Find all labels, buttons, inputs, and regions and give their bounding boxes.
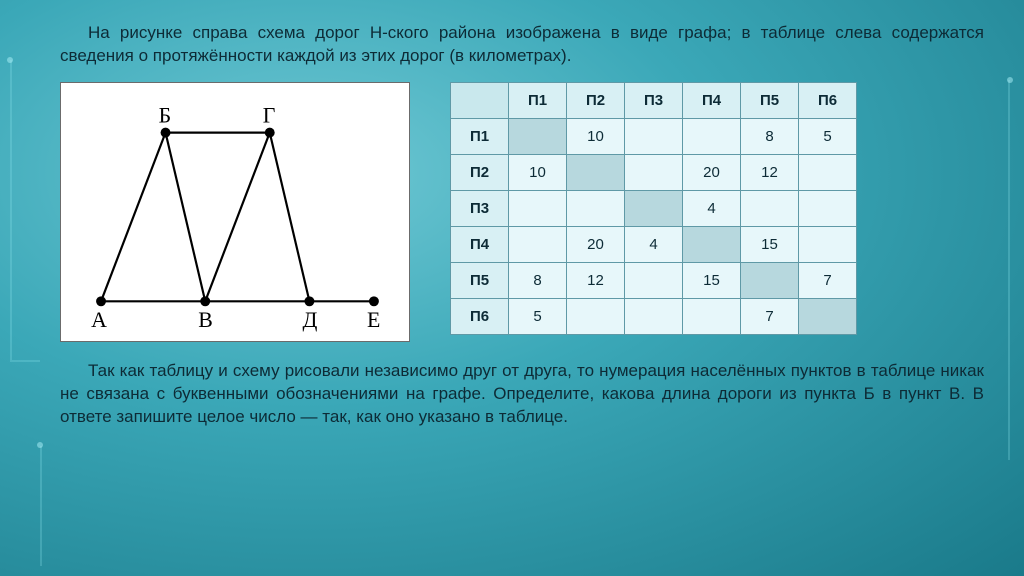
table-cell [567, 154, 625, 190]
table-cell [625, 190, 683, 226]
graph-edge [101, 132, 165, 301]
table-corner [451, 82, 509, 118]
table-cell [625, 298, 683, 334]
graph-edge [270, 132, 310, 301]
slide-content: На рисунке справа схема дорог Н-ского ра… [60, 22, 984, 554]
graph-node-label: Б [159, 104, 172, 128]
table-col-header: П1 [509, 82, 567, 118]
table-row-header: П5 [451, 262, 509, 298]
table-cell [799, 298, 857, 334]
table-cell: 8 [741, 118, 799, 154]
table-cell [683, 226, 741, 262]
table-cell: 7 [741, 298, 799, 334]
table-row-header: П1 [451, 118, 509, 154]
table-cell [625, 118, 683, 154]
graph-node [161, 128, 171, 138]
table-cell [509, 226, 567, 262]
graph-node-label: Е [367, 308, 380, 332]
graph-node [200, 296, 210, 306]
table-cell [799, 154, 857, 190]
graph-edge [166, 132, 206, 301]
graph-node-label: Г [263, 104, 276, 128]
graph-edge [205, 132, 270, 301]
table-cell: 8 [509, 262, 567, 298]
table-cell [567, 298, 625, 334]
table-cell [625, 154, 683, 190]
table-cell: 20 [683, 154, 741, 190]
table-cell [509, 190, 567, 226]
table-col-header: П6 [799, 82, 857, 118]
table-cell: 4 [683, 190, 741, 226]
adjacency-table: П1П2П3П4П5П6П11085П2102012П34П420415П581… [450, 82, 857, 335]
table-cell [799, 226, 857, 262]
table-row-header: П3 [451, 190, 509, 226]
table-cell: 15 [683, 262, 741, 298]
table-row-header: П6 [451, 298, 509, 334]
graph-node [96, 296, 106, 306]
graph-node [304, 296, 314, 306]
table-cell: 10 [567, 118, 625, 154]
table-cell: 4 [625, 226, 683, 262]
graph-node [369, 296, 379, 306]
graph-svg: А Б В Г Д Е [61, 83, 409, 341]
table-col-header: П2 [567, 82, 625, 118]
table-cell: 15 [741, 226, 799, 262]
graph-node-label: А [91, 308, 107, 332]
table-row-header: П2 [451, 154, 509, 190]
table-cell: 12 [567, 262, 625, 298]
table-cell [799, 190, 857, 226]
graph-node-label: Д [302, 308, 317, 332]
table-col-header: П4 [683, 82, 741, 118]
table-cell: 12 [741, 154, 799, 190]
table-cell [509, 118, 567, 154]
table-cell [567, 190, 625, 226]
graph-figure: А Б В Г Д Е [60, 82, 410, 342]
table-cell: 10 [509, 154, 567, 190]
table-cell [683, 298, 741, 334]
table-col-header: П5 [741, 82, 799, 118]
graph-node-label: В [198, 308, 213, 332]
graph-node [265, 128, 275, 138]
table-cell: 7 [799, 262, 857, 298]
table-cell [625, 262, 683, 298]
table-cell [683, 118, 741, 154]
table-cell [741, 262, 799, 298]
table-row-header: П4 [451, 226, 509, 262]
table-col-header: П3 [625, 82, 683, 118]
table-cell [741, 190, 799, 226]
table-cell: 20 [567, 226, 625, 262]
intro-paragraph: На рисунке справа схема дорог Н-ского ра… [60, 22, 984, 68]
figure-row: АБВГДЕ П1П2П3П4П5П6П11085П2102012П34П420… [60, 82, 984, 342]
table-cell: 5 [509, 298, 567, 334]
outro-paragraph: Так как таблицу и схему рисовали независ… [60, 360, 984, 429]
table-cell: 5 [799, 118, 857, 154]
